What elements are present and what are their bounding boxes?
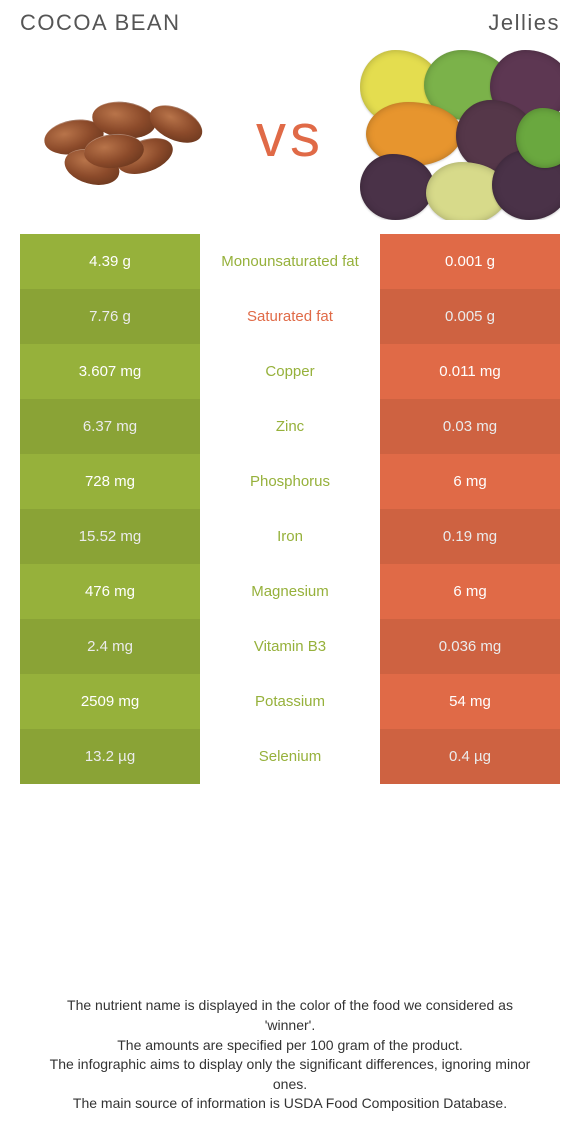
nutrient-label: Iron bbox=[200, 509, 380, 564]
right-value: 0.03 mg bbox=[380, 399, 560, 454]
nutrient-label: Zinc bbox=[200, 399, 380, 454]
right-value: 0.005 g bbox=[380, 289, 560, 344]
footer-line: The amounts are specified per 100 gram o… bbox=[40, 1036, 540, 1056]
table-row: 13.2 µgSelenium0.4 µg bbox=[20, 729, 560, 784]
cocoa-bean-image bbox=[20, 50, 220, 220]
table-row: 3.607 mgCopper0.011 mg bbox=[20, 344, 560, 399]
left-value: 7.76 g bbox=[20, 289, 200, 344]
table-row: 15.52 mgIron0.19 mg bbox=[20, 509, 560, 564]
nutrient-label: Saturated fat bbox=[200, 289, 380, 344]
nutrient-label: Magnesium bbox=[200, 564, 380, 619]
left-value: 4.39 g bbox=[20, 234, 200, 289]
left-value: 2.4 mg bbox=[20, 619, 200, 674]
left-value: 3.607 mg bbox=[20, 344, 200, 399]
table-row: 2.4 mgVitamin B30.036 mg bbox=[20, 619, 560, 674]
table-row: 7.76 gSaturated fat0.005 g bbox=[20, 289, 560, 344]
left-value: 728 mg bbox=[20, 454, 200, 509]
footer-notes: The nutrient name is displayed in the co… bbox=[0, 996, 580, 1114]
right-value: 6 mg bbox=[380, 564, 560, 619]
table-row: 6.37 mgZinc0.03 mg bbox=[20, 399, 560, 454]
left-value: 13.2 µg bbox=[20, 729, 200, 784]
table-row: 4.39 gMonounsaturated fat0.001 g bbox=[20, 234, 560, 289]
nutrient-label: Copper bbox=[200, 344, 380, 399]
footer-line: The infographic aims to display only the… bbox=[40, 1055, 540, 1094]
right-value: 6 mg bbox=[380, 454, 560, 509]
nutrient-table: 4.39 gMonounsaturated fat0.001 g7.76 gSa… bbox=[20, 234, 560, 784]
right-value: 54 mg bbox=[380, 674, 560, 729]
left-value: 476 mg bbox=[20, 564, 200, 619]
left-value: 2509 mg bbox=[20, 674, 200, 729]
jellies-image bbox=[360, 50, 560, 220]
table-row: 476 mgMagnesium6 mg bbox=[20, 564, 560, 619]
left-value: 6.37 mg bbox=[20, 399, 200, 454]
table-row: 2509 mgPotassium54 mg bbox=[20, 674, 560, 729]
table-row: 728 mgPhosphorus6 mg bbox=[20, 454, 560, 509]
jelly bbox=[360, 154, 434, 220]
nutrient-label: Monounsaturated fat bbox=[200, 234, 380, 289]
title-left: COCOA BEAN bbox=[20, 10, 180, 36]
title-right: Jellies bbox=[488, 10, 560, 36]
right-value: 0.036 mg bbox=[380, 619, 560, 674]
hero: vs bbox=[20, 50, 560, 220]
nutrient-label: Selenium bbox=[200, 729, 380, 784]
right-value: 0.19 mg bbox=[380, 509, 560, 564]
nutrient-label: Phosphorus bbox=[200, 454, 380, 509]
footer-line: The nutrient name is displayed in the co… bbox=[40, 996, 540, 1035]
footer-line: The main source of information is USDA F… bbox=[40, 1094, 540, 1114]
right-value: 0.011 mg bbox=[380, 344, 560, 399]
vs-label: vs bbox=[256, 101, 324, 170]
right-value: 0.4 µg bbox=[380, 729, 560, 784]
nutrient-label: Vitamin B3 bbox=[200, 619, 380, 674]
nutrient-label: Potassium bbox=[200, 674, 380, 729]
left-value: 15.52 mg bbox=[20, 509, 200, 564]
right-value: 0.001 g bbox=[380, 234, 560, 289]
